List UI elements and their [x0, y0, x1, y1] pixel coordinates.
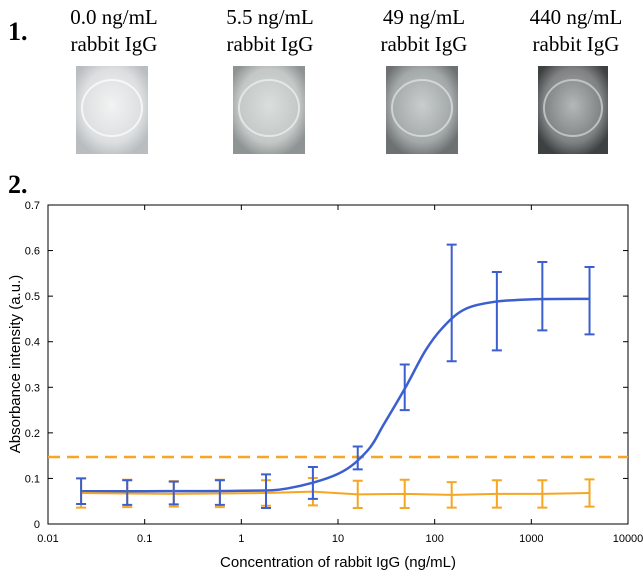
panel-label: 2. [8, 170, 28, 199]
y-tick-label: 0.7 [25, 200, 40, 212]
x-tick-label: 10 [332, 533, 344, 545]
error-bar [584, 265, 595, 336]
x-tick-label: 10000 [613, 533, 643, 545]
panel-label: 1. [8, 17, 28, 46]
error-bar [537, 479, 548, 509]
series-line [81, 490, 590, 496]
caption: rabbit IgG [533, 32, 620, 56]
error-bar [261, 473, 272, 510]
error-bar [491, 270, 502, 352]
well-rim [81, 79, 143, 137]
y-tick-label: 0.1 [25, 473, 40, 485]
error-bar [168, 480, 179, 506]
y-tick-label: 0.5 [25, 291, 40, 303]
well-rim [543, 79, 603, 137]
error-bar [352, 445, 363, 471]
y-tick-label: 0.6 [25, 246, 40, 258]
photo: 0.0 ng/mL rabbit IgG [70, 5, 158, 154]
caption: rabbit IgG [381, 32, 468, 56]
y-tick-label: 0.2 [25, 428, 40, 440]
error-bar [446, 481, 457, 509]
fit-curve [81, 297, 590, 493]
plot-frame [47, 204, 629, 525]
x-axis-label: Concentration of rabbit IgG (ng/mL) [220, 554, 456, 571]
error-bar [214, 479, 225, 506]
error-bar [352, 479, 363, 510]
y-tick-label: 0.3 [25, 382, 40, 394]
error-bar [584, 478, 595, 508]
caption: 0.0 ng/mL [70, 5, 158, 29]
x-tick-label: 100 [425, 533, 443, 545]
error-bar [399, 478, 410, 510]
y-tick-label: 0.4 [25, 337, 40, 349]
photo: 49 ng/mL rabbit IgG [381, 5, 468, 154]
well-rim [391, 79, 453, 137]
error-bar [446, 243, 457, 363]
error-bar [399, 363, 410, 412]
well-rim [238, 79, 300, 137]
caption: 440 ng/mL [530, 5, 623, 29]
error-bar [122, 479, 133, 506]
caption: rabbit IgG [71, 32, 158, 56]
photo: 440 ng/mL rabbit IgG [530, 5, 623, 154]
y-axis-label: Absorbance intensity (a.u.) [7, 275, 24, 453]
x-tick-label: 0.1 [137, 533, 152, 545]
x-tick-label: 1 [238, 533, 244, 545]
caption: 49 ng/mL [383, 5, 465, 29]
y-tick-label: 0 [34, 519, 40, 531]
x-tick-label: 0.01 [37, 533, 58, 545]
caption: rabbit IgG [227, 32, 314, 56]
error-bar [307, 466, 318, 500]
photo: 5.5 ng/mL rabbit IgG [226, 5, 314, 154]
error-bar [76, 477, 87, 505]
error-bar [491, 479, 502, 509]
x-tick-label: 1000 [519, 533, 543, 545]
error-bar [537, 260, 548, 332]
caption: 5.5 ng/mL [226, 5, 314, 29]
